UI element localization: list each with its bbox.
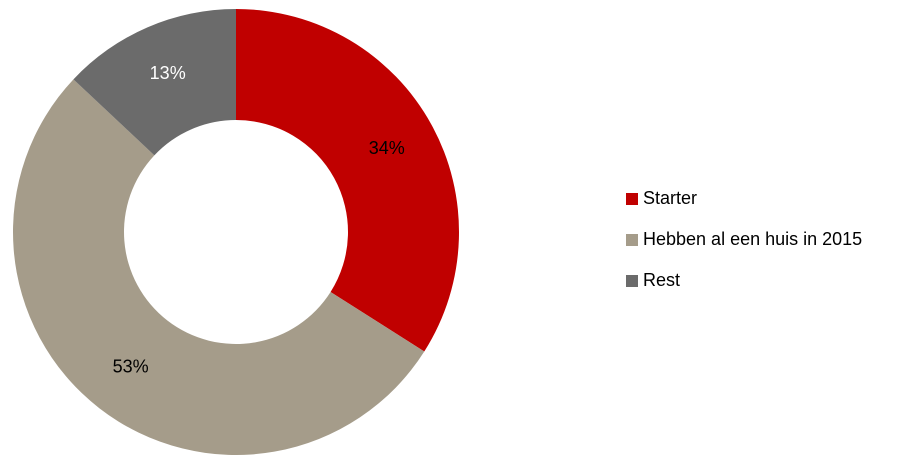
legend-swatch-hebben-al-een-huis	[626, 233, 638, 246]
legend-swatch-starter	[626, 192, 638, 205]
donut-slice-hebben-al-een-huis	[13, 79, 425, 455]
legend: Starter Hebben al een huis in 2015 Rest	[626, 178, 862, 301]
data-label-hebben-al-een-huis: 53%	[113, 357, 149, 377]
legend-label-hebben-al-een-huis: Hebben al een huis in 2015	[643, 229, 863, 249]
legend-label-rest: Rest	[643, 270, 681, 290]
legend-swatch-rest	[626, 274, 638, 287]
donut-slice-starter	[236, 9, 459, 352]
data-label-rest: 13%	[150, 63, 186, 83]
legend-item-rest: Rest	[626, 260, 862, 301]
legend-item-hebben-al-een-huis: Hebben al een huis in 2015	[626, 219, 862, 260]
data-label-starter: 34%	[369, 138, 405, 158]
donut-slice-rest	[73, 9, 236, 156]
legend-label-starter: Starter	[643, 188, 698, 208]
legend-item-starter: Starter	[626, 178, 862, 219]
